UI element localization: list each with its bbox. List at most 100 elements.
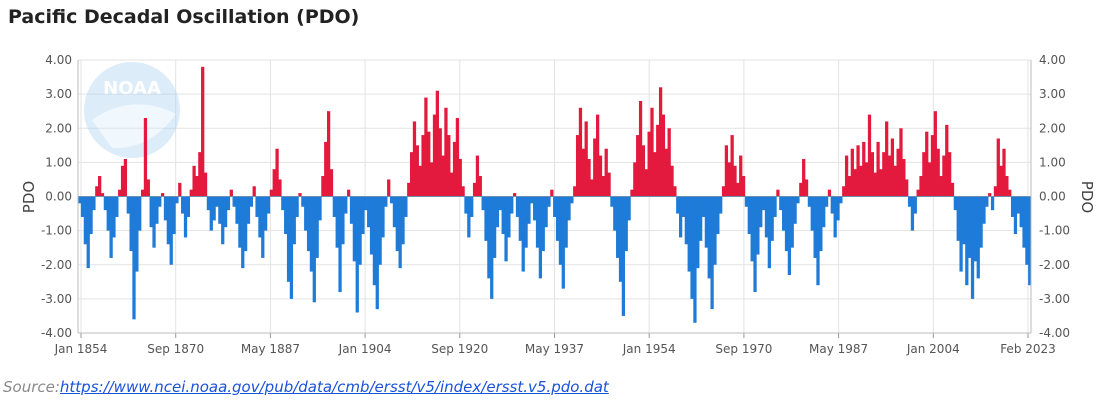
pdo-bar [782, 196, 786, 231]
pdo-bar [696, 196, 700, 269]
pdo-bar [859, 165, 863, 197]
pdo-bar [249, 196, 253, 207]
pdo-bar [120, 165, 125, 197]
pdo-bar [933, 111, 937, 197]
pdo-bar [86, 196, 90, 269]
y-tick-label-right: -3.00 [1039, 292, 1070, 306]
pdo-bar [432, 114, 437, 197]
pdo-bar [807, 196, 812, 207]
pdo-bar [375, 196, 379, 310]
pdo-bar [638, 100, 643, 197]
pdo-bar [905, 179, 909, 197]
pdo-bar [561, 196, 565, 289]
pdo-bar [747, 196, 751, 235]
pdo-bar [192, 165, 196, 197]
pdo-bar [238, 196, 242, 248]
pdo-bar [541, 196, 545, 252]
pdo-bar [593, 138, 597, 197]
y-tick-label-left: 0.00 [45, 190, 72, 204]
pdo-bar [143, 118, 148, 197]
pdo-bar [258, 196, 262, 238]
y-tick-label-right: -1.00 [1039, 224, 1070, 238]
pdo-bar [630, 189, 634, 197]
y-tick-label-right: 0.00 [1039, 190, 1066, 204]
pdo-bar [169, 196, 173, 265]
pdo-bar [178, 182, 182, 197]
pdo-bar [312, 196, 316, 303]
y-tick-label-left: -2.00 [41, 258, 72, 272]
pdo-bar [527, 196, 531, 224]
pdo-bar [80, 196, 85, 217]
pdo-bar [970, 196, 975, 299]
pdo-bar [378, 196, 382, 265]
pdo-bar [298, 193, 302, 197]
y-tick-label-left: 3.00 [45, 87, 72, 101]
pdo-bar [570, 196, 574, 204]
pdo-bar [481, 196, 485, 211]
pdo-bar [358, 196, 362, 265]
y-axis-left: 4.00 3.00 2.00 1.00 0.00 -1.00 -2.00 -3.00 -4.00 [41, 53, 79, 340]
pdo-bar [598, 155, 603, 197]
pdo-bar [126, 196, 130, 214]
pdo-bar [524, 196, 528, 248]
pdo-bar [212, 196, 216, 221]
pdo-bar [389, 196, 394, 204]
x-tick-label: Sep 1870 [147, 342, 204, 356]
pdo-bar [907, 196, 912, 207]
pdo-bar [976, 196, 980, 279]
pdo-bar [902, 158, 906, 197]
pdo-bar [421, 135, 425, 197]
pdo-bar [810, 196, 814, 231]
pdo-bar [284, 196, 288, 235]
pdo-bar [484, 196, 488, 241]
y-tick-label-left: 1.00 [45, 155, 72, 169]
pdo-bar [349, 196, 354, 224]
pdo-bar [404, 196, 408, 217]
pdo-bar [392, 196, 397, 228]
pdo-bar [226, 196, 231, 211]
pdo-bar [613, 196, 617, 231]
pdo-bar [750, 196, 754, 262]
source-link[interactable]: https://www.ncei.noaa.gov/pub/data/cmb/e… [59, 378, 609, 396]
pdo-bar [495, 196, 500, 228]
pdo-bar [272, 169, 276, 197]
pdo-bar [999, 165, 1003, 197]
pdo-bar [827, 189, 832, 197]
pdo-bar [467, 196, 471, 238]
pdo-bar [988, 193, 992, 197]
pdo-bar [98, 176, 102, 197]
pdo-bar [92, 196, 96, 211]
pdo-bar [361, 196, 365, 235]
pdo-bar [804, 179, 809, 197]
pdo-bar [547, 196, 551, 207]
pdo-bar [115, 196, 119, 217]
pdo-bar [398, 196, 402, 269]
pdo-bar [601, 176, 605, 197]
pdo-bar [89, 196, 93, 235]
pdo-bar [198, 152, 202, 197]
pdo-bar [621, 196, 626, 316]
pdo-bar [289, 196, 294, 299]
pdo-bar [252, 186, 256, 197]
pdo-bar [779, 196, 783, 211]
noaa-logo: NOAA [84, 62, 180, 158]
pdo-bar [275, 148, 279, 197]
pdo-bar [510, 196, 514, 214]
pdo-bar [229, 189, 233, 197]
x-tick-label: May 1887 [241, 342, 300, 356]
pdo-bar [962, 196, 966, 245]
pdo-bar [78, 196, 82, 204]
pdo-bar [673, 186, 677, 197]
source-line: Source:https://www.ncei.noaa.gov/pub/dat… [3, 378, 609, 396]
y-tick-label-left: 2.00 [45, 121, 72, 135]
pdo-bar [158, 196, 162, 207]
y-axis-right: 4.00 3.00 2.00 1.00 0.00 -1.00 -2.00 -3.00 -4.00 [1030, 53, 1070, 340]
pdo-bar [232, 196, 236, 207]
pdo-bar [281, 196, 285, 211]
pdo-bar [676, 196, 680, 214]
pdo-bar [504, 196, 508, 262]
pdo-bar [435, 90, 439, 197]
pdo-bar [538, 196, 543, 279]
pdo-bar [830, 196, 834, 214]
pdo-bar [550, 189, 554, 197]
